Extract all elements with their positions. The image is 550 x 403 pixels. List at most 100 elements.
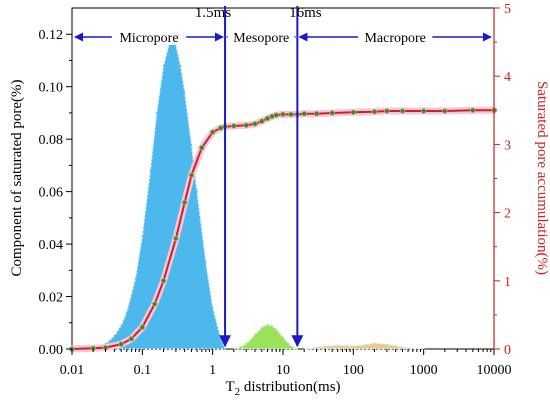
y-axis-left: 0.00 0.02 0.04 0.06 0.08 0.10 0.12 (39, 28, 72, 358)
line-point (128, 336, 135, 342)
area-point (224, 348, 226, 350)
area-point (149, 169, 152, 172)
area-point (239, 346, 242, 348)
line-point (259, 118, 265, 124)
area-point (407, 347, 409, 349)
x-axis: 0.01 0.1 1 10 100 1000 10000 (60, 349, 512, 378)
line-point (329, 110, 335, 116)
area-point (120, 324, 122, 327)
area-point (113, 335, 116, 337)
area-point (141, 235, 144, 237)
line-point (231, 123, 237, 129)
region-label: Macropore (364, 31, 425, 46)
line-point (181, 199, 188, 206)
boundary-label: 16ms (289, 5, 322, 21)
line-point (139, 324, 145, 330)
line-point (188, 172, 195, 178)
area-point (394, 345, 397, 347)
line-point (470, 107, 476, 113)
line-point (399, 108, 406, 114)
y-right-tick-label: 0 (504, 343, 511, 358)
area-point (179, 64, 182, 67)
area-point (205, 261, 207, 264)
area-point (245, 343, 247, 345)
line-point (371, 108, 378, 115)
area-point (254, 333, 256, 336)
line-point (313, 110, 320, 117)
x-axis-label-main: T (225, 379, 234, 395)
line-point (118, 341, 124, 347)
line-point (421, 108, 427, 114)
line-point (160, 278, 167, 284)
area-point (292, 346, 295, 349)
line-point (384, 108, 390, 114)
line-point (301, 110, 307, 117)
area-point (155, 112, 158, 114)
y-left-tick-label: 0.06 (39, 186, 64, 201)
x-tick-label: 10 (276, 363, 290, 378)
line-point (217, 125, 224, 131)
y-right-tick-label: 4 (504, 70, 511, 85)
area-point (287, 343, 290, 345)
region-label: Mesopore (233, 31, 289, 46)
area-series-0 (71, 38, 227, 350)
area-point (261, 326, 263, 329)
area-point (275, 328, 278, 331)
area-series-1 (233, 324, 298, 350)
x-tick-label: 0.01 (60, 363, 85, 378)
x-axis-label: T2 distribution(ms) (225, 379, 340, 398)
line-point (151, 301, 158, 307)
line-point (209, 129, 216, 135)
area-point (196, 190, 198, 193)
y-right-tick-label: 2 (504, 207, 511, 222)
area-point (386, 343, 388, 346)
area-point (315, 346, 318, 349)
area-point (190, 143, 193, 146)
y-left-tick-label: 0.08 (39, 133, 64, 148)
y-axis-left-label: Component of saturated pore(%) (9, 79, 25, 276)
area-point (219, 337, 222, 340)
y-left-tick-label: 0.04 (39, 238, 64, 253)
line-point (280, 111, 286, 118)
x-tick-label: 0.1 (134, 363, 152, 378)
line-point (273, 112, 279, 118)
y-right-tick-label: 1 (504, 275, 511, 290)
y-left-tick-label: 0.10 (39, 81, 64, 96)
x-tick-label: 1000 (410, 363, 438, 378)
area-point (364, 344, 367, 346)
boundary-label: 1.5ms (195, 5, 231, 21)
boundary-layer: 1.5ms 16ms (195, 5, 322, 348)
line-point (243, 122, 249, 128)
line-point (442, 108, 448, 114)
x-tick-label: 1 (209, 363, 216, 378)
region-layer: Micropore Mesopore Macropore (74, 28, 492, 46)
region-label-bg (357, 28, 433, 45)
area-point (211, 306, 214, 308)
area-point (324, 345, 327, 348)
area-point (183, 91, 186, 93)
line-point (199, 145, 205, 151)
area-point (345, 345, 348, 347)
area-point (266, 324, 269, 326)
line-point (252, 121, 258, 127)
region-label-bg (227, 28, 295, 45)
y-left-tick-label: 0.00 (39, 343, 64, 358)
line-point (173, 235, 179, 242)
line-layer (68, 106, 498, 353)
y-right-tick-label: 5 (504, 2, 511, 17)
region-label: Micropore (119, 31, 178, 46)
y-right-tick-label: 3 (504, 138, 511, 153)
area-point (296, 348, 299, 350)
line-point (288, 111, 294, 118)
area-layer (71, 38, 425, 350)
area-point (134, 277, 137, 280)
x-tick-label: 10000 (477, 363, 512, 378)
x-axis-label-sub: 2 (235, 386, 241, 398)
area-point (336, 344, 339, 347)
line-point (264, 115, 271, 122)
region-label-bg (111, 28, 187, 45)
line-point (350, 109, 356, 115)
y-axis-right-label: Saturated pore accumulation(%) (534, 81, 550, 275)
area-point (373, 342, 376, 345)
